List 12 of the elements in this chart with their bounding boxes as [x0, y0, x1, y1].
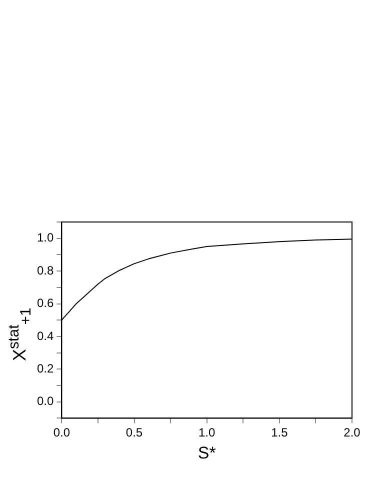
y-tick-label: 0.0 [36, 394, 54, 408]
x-tick-label: 1.0 [198, 426, 216, 440]
y-tick-label: 1.0 [36, 230, 54, 245]
x-axis-title: S* [198, 443, 216, 462]
y-tick-label: 0.6 [36, 296, 54, 310]
y-tick-label: 0.2 [36, 361, 54, 376]
y-tick-label: 0.8 [36, 263, 54, 278]
x-tick-label: 0.5 [126, 426, 143, 440]
y-tick-label: 0.4 [36, 328, 54, 343]
x-tick-label: 1.5 [271, 426, 288, 440]
x-tick-label: 2.0 [344, 426, 361, 440]
x-tick-label: 0.0 [53, 426, 70, 440]
